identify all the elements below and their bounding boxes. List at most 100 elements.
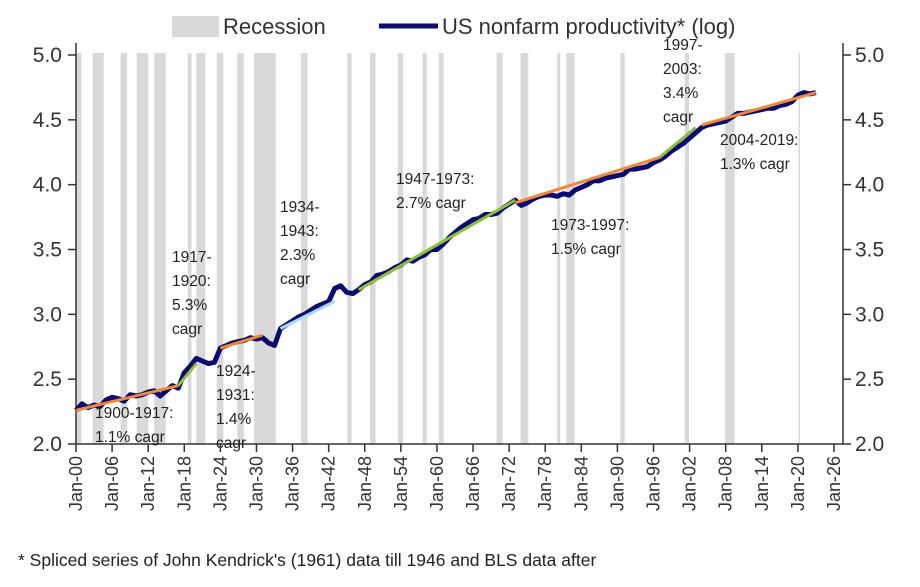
annotations: 1900-1917: 1.1% cagr 1917- 1920: 5.3% cagr 192… [95,37,798,452]
annotation-text: cagr [216,435,246,452]
x-tick-label: Jan-78 [535,456,555,511]
annotation-text: 1900-1917: [95,405,173,422]
recession-band [725,53,735,444]
recession-band [216,53,224,444]
annotation-text: cagr [663,109,693,126]
y-tick-label-right: 4.0 [855,174,884,197]
recession-band [422,53,427,444]
recession-band [620,53,625,444]
recession-band [76,53,82,444]
annotation-text: 1.3% cagr [720,156,790,173]
annotation-text: 1943: [280,223,319,240]
annotation-text: 1973-1997: [551,217,629,234]
trend-line-1924-1931 [219,333,263,350]
recession-band [347,53,352,444]
trend-line-1917-1920 [177,362,198,387]
y-tick-label-right: 3.5 [855,239,884,262]
x-tick-label: Jan-00 [66,456,86,511]
trend-line-1900-1917 [75,384,179,412]
legend-recession-label: Recession [223,14,326,39]
x-tick-label: Jan-66 [463,456,483,511]
legend-recession-swatch [172,16,219,37]
recession-band [92,53,104,444]
annotation-text: 2003: [663,61,702,78]
x-tick-label: Jan-18 [174,456,194,511]
recession-band [300,53,308,444]
x-tick-label: Jan-24 [210,456,230,511]
x-tick-label: Jan-48 [355,456,375,511]
y-tick-label-right: 5.0 [855,44,884,67]
recession-band [798,53,800,444]
annotation-text: 5.3% [172,297,208,314]
recession-band [684,53,689,444]
annotation-text: 1997- [663,37,703,54]
annotation-text: 2004-2019: [720,132,798,149]
x-tick-label: Jan-42 [319,456,339,511]
x-tick-label: Jan-96 [644,456,664,511]
x-tick-label: Jan-30 [246,456,266,511]
trend-line-1947-1973 [357,198,516,291]
y-tick-label: 4.5 [33,109,62,132]
y-tick-label-right: 2.0 [855,433,884,456]
annotation-text: 1.5% cagr [551,241,621,258]
recession-band [154,53,166,444]
annotation-text: 1934- [280,199,320,216]
recession-band [566,53,575,444]
axes: 2.0 2.0 2.5 2.5 3.0 3.0 3.5 3.5 4.0 4.0 4.5 4.5 5.0 5… [33,43,884,511]
recession-band [187,53,192,444]
y-tick-label: 2.0 [33,433,62,456]
annotation-text: 1920: [172,273,211,290]
x-tick-label: Jan-72 [499,456,519,511]
annotation-text: 2.3% [280,247,316,264]
recession-band [237,53,244,444]
trend-line-1934-1943 [279,300,336,330]
legend-series-label: US nonfarm productivity* (log) [442,14,735,39]
x-tick-label: Jan-12 [138,456,158,511]
x-tick-label: Jan-02 [680,456,700,511]
annotation-text: 1924- [216,363,256,380]
recession-band [136,53,149,444]
annotation-text: 3.4% [663,85,699,102]
x-tick-label: Jan-08 [716,456,736,511]
legend: Recession US nonfarm productivity* (log) [172,14,735,39]
x-tick-label: Jan-20 [788,456,808,511]
annotation-text: 1947-1973: [396,171,474,188]
annotation-text: cagr [172,321,202,338]
x-tick-label: Jan-06 [102,456,122,511]
y-tick-label: 3.0 [33,303,62,326]
y-tick-label-right: 3.0 [855,303,884,326]
x-tick-label: Jan-84 [571,456,591,511]
annotation-text: 1.1% cagr [95,429,165,446]
x-tick-label: Jan-60 [427,456,447,511]
recession-band [196,53,206,444]
recession-band [254,53,276,444]
x-tick-label: Jan-90 [607,456,627,511]
recession-band [557,53,561,444]
x-tick-label: Jan-54 [391,456,411,511]
recession-band [397,53,404,444]
trend-lines [75,91,817,412]
y-tick-label: 5.0 [33,44,62,67]
annotation-text: 2.7% cagr [396,195,466,212]
annotation-text: 1931: [216,387,255,404]
recession-band [520,53,529,444]
y-tick-label: 2.5 [33,368,62,391]
annotation-text: 1917- [172,249,212,266]
x-tick-label: Jan-36 [283,456,303,511]
recession-band [496,53,503,444]
recession-band [120,53,128,444]
annotation-text: cagr [280,271,310,288]
trend-line-1997-2003 [658,126,697,159]
y-tick-label-right: 2.5 [855,368,884,391]
y-tick-label: 4.0 [33,174,62,197]
footnote: * Spliced series of John Kendrick's (196… [18,550,596,570]
trend-line-2004-2019 [701,91,817,127]
trend-line-1973-1997 [514,156,660,205]
recession-band [370,53,376,444]
y-tick-label-right: 4.5 [855,109,884,132]
y-tick-label: 3.5 [33,239,62,262]
x-tick-label: Jan-26 [824,456,844,511]
x-tick-label: Jan-14 [752,456,772,511]
annotation-text: 1.4% [216,411,252,428]
